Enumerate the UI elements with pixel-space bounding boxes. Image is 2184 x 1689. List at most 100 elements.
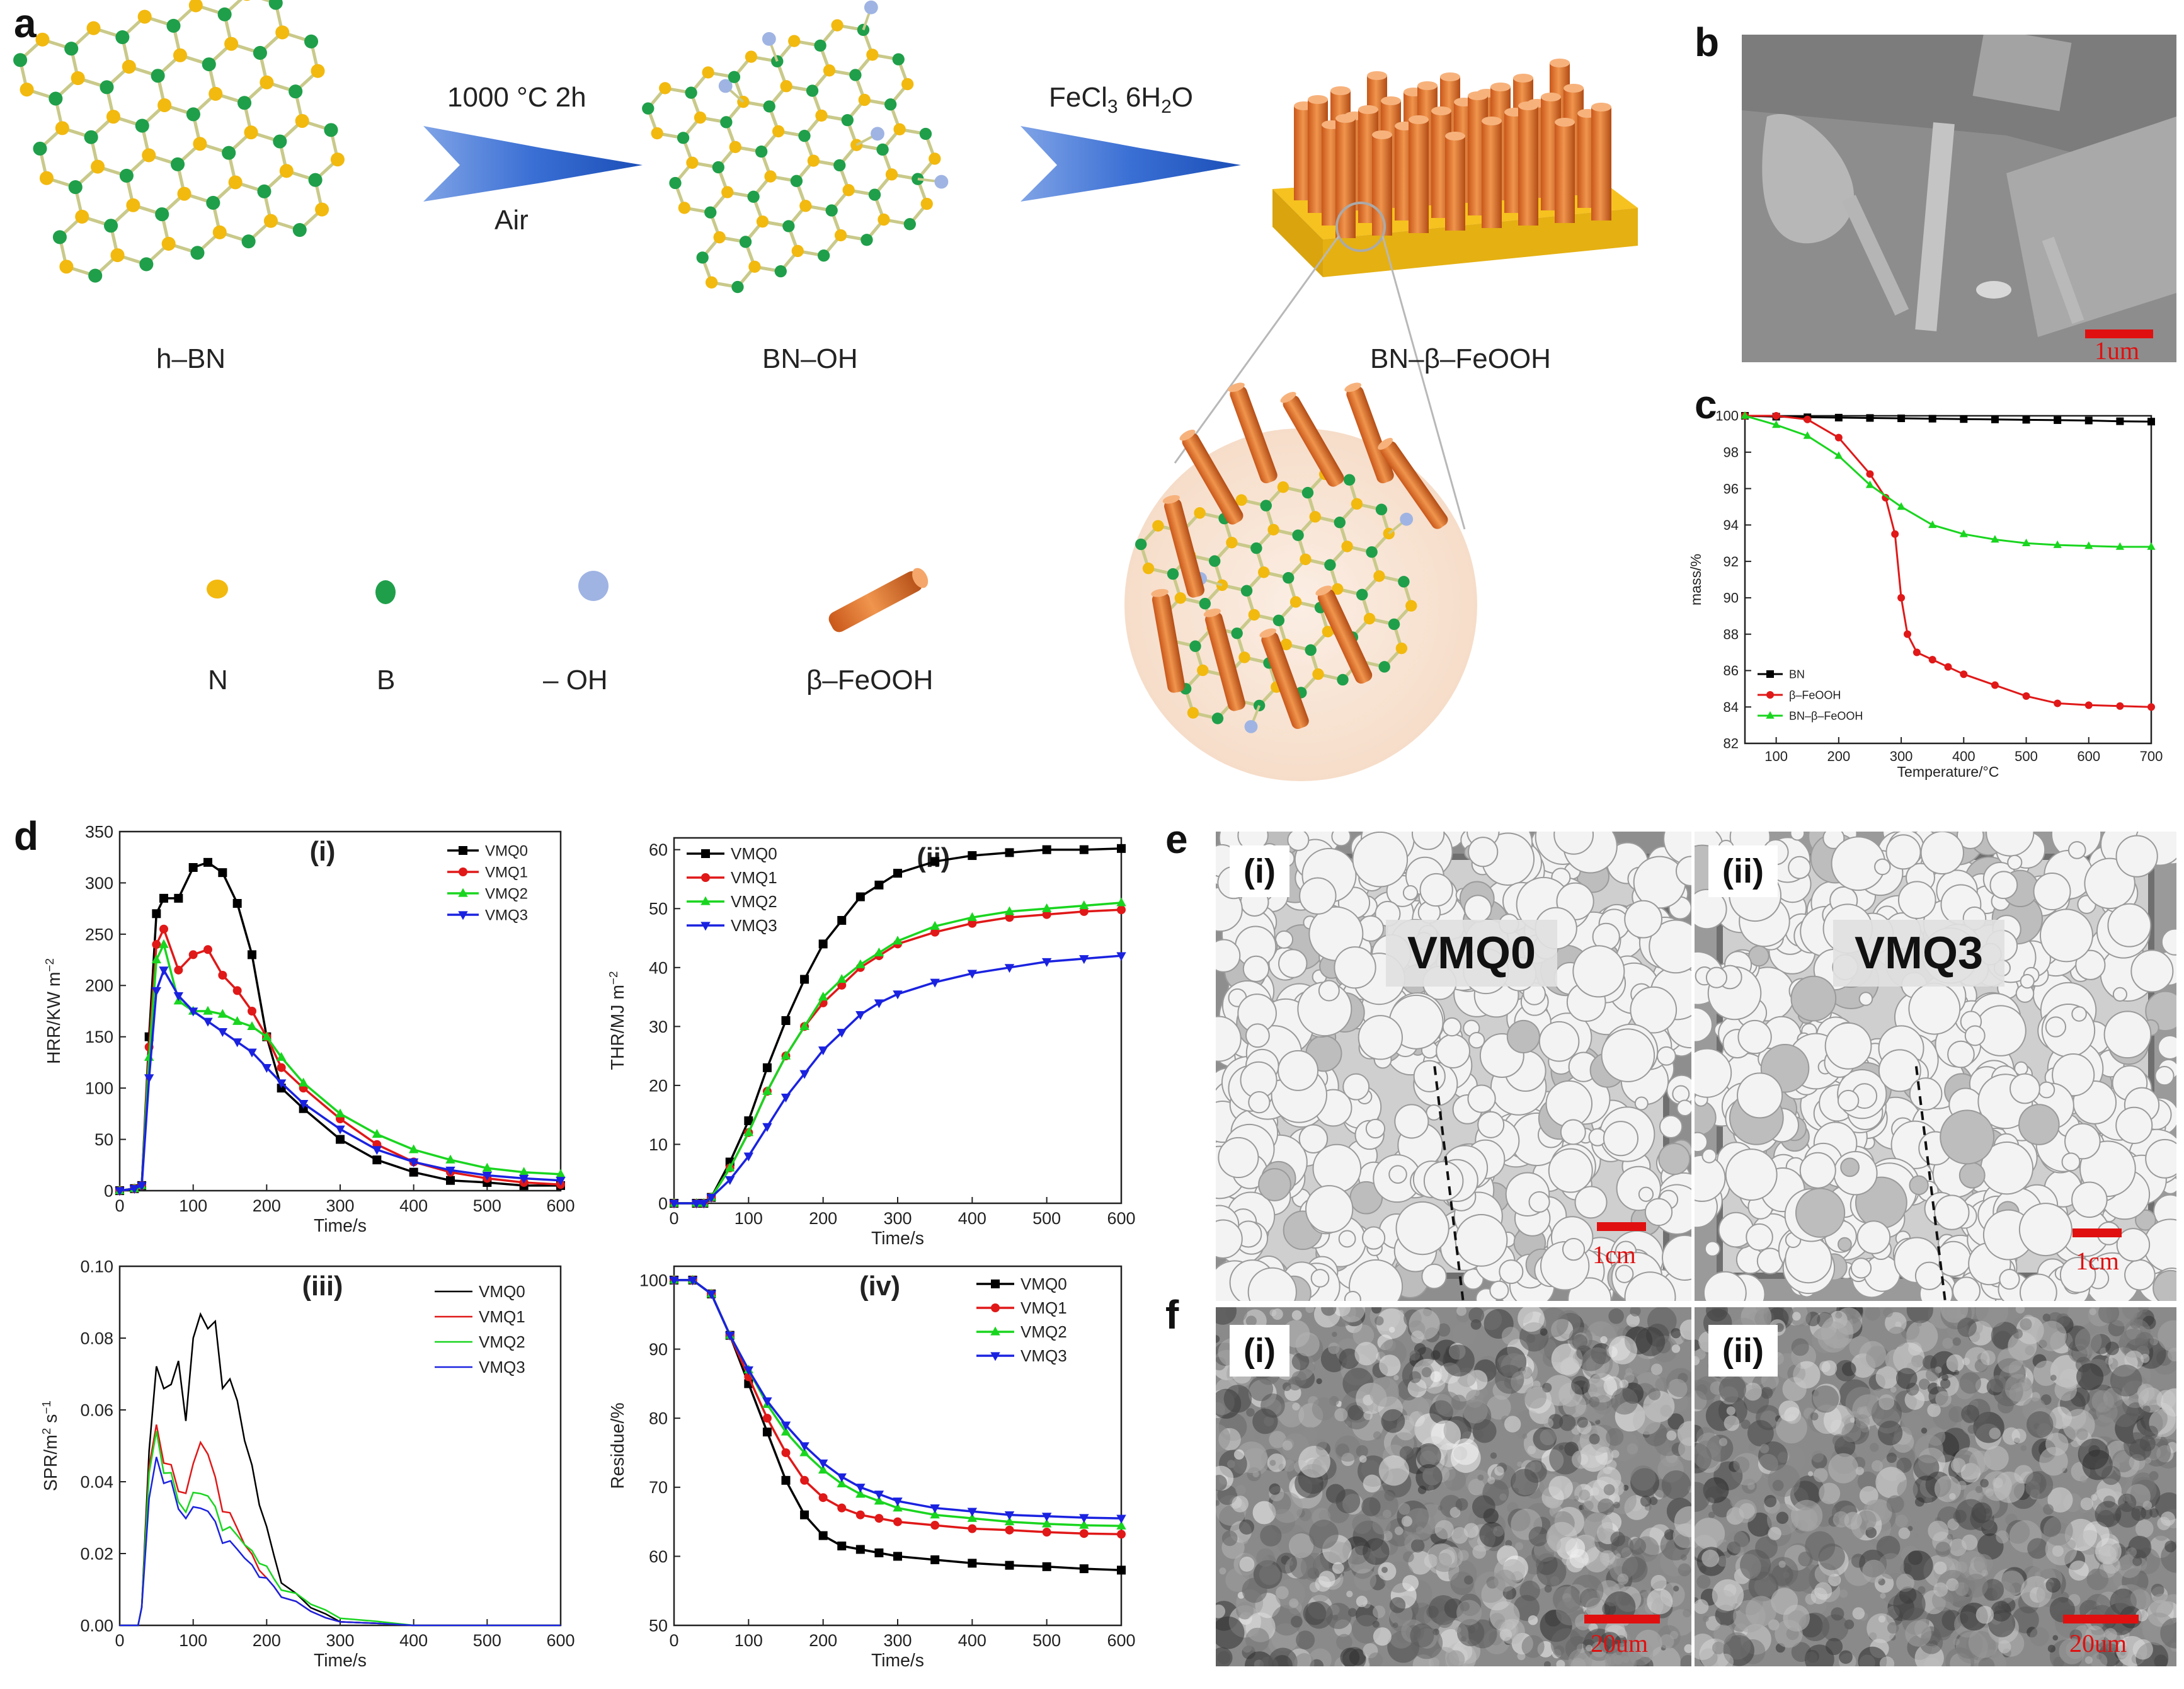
- data-point: [2147, 418, 2155, 426]
- y-tick-label: 84: [1724, 699, 1739, 715]
- series-VMQ3: [115, 966, 566, 1196]
- data-point: [800, 1475, 809, 1485]
- y-axis-label: THR/MJ m−2: [607, 971, 629, 1070]
- data-point: [930, 857, 940, 866]
- data-point: [762, 1397, 772, 1407]
- data-point: [372, 1155, 382, 1165]
- legend-marker: [990, 1326, 1000, 1336]
- data-point: [336, 1135, 345, 1144]
- x-tick-label: 200: [809, 1631, 837, 1650]
- data-point: [725, 1332, 735, 1341]
- y-tick-label: 100: [85, 1079, 113, 1098]
- legend-marker: [701, 849, 710, 858]
- legend-label: VMQ0: [731, 844, 777, 863]
- legend-label: VMQ1: [479, 1307, 525, 1326]
- panel-a-letter: a: [14, 1, 37, 46]
- data-point: [115, 1187, 125, 1196]
- data-point: [930, 1555, 940, 1564]
- data-point: [818, 1493, 828, 1503]
- legend-label: VMQ2: [479, 1332, 525, 1351]
- x-tick-label: 600: [1107, 1209, 1135, 1228]
- legend-label: VMQ3: [731, 916, 777, 935]
- y-tick-label: 90: [1724, 590, 1739, 606]
- data-point: [893, 869, 902, 878]
- data-point: [1928, 656, 1936, 664]
- data-point: [706, 1194, 716, 1203]
- y-tick-label: 40: [649, 958, 668, 977]
- scale-bar-e-ii: [2073, 1228, 2122, 1237]
- legend-marker: [1766, 691, 1774, 699]
- reaction-arrow-2: [1021, 126, 1241, 202]
- data-point: [2054, 699, 2062, 707]
- data-point: [1079, 845, 1089, 854]
- y-tick-label: 50: [649, 1616, 668, 1635]
- chart-panel-label: (iii): [302, 1271, 343, 1302]
- data-point: [799, 1447, 809, 1457]
- step2-reagent: FeCl3 6H2O: [1049, 82, 1193, 117]
- tag-e-i: (i): [1230, 845, 1289, 897]
- x-tick-label: 0: [115, 1631, 124, 1650]
- data-point: [874, 1496, 884, 1505]
- data-point: [818, 1531, 828, 1540]
- legend-n-icon: [207, 580, 228, 598]
- scale-label-f-i: 20um: [1591, 1629, 1649, 1658]
- x-tick-label: 500: [2015, 748, 2038, 764]
- data-point: [1117, 905, 1126, 915]
- data-point: [967, 1508, 978, 1517]
- data-point: [2147, 542, 2156, 550]
- data-point: [781, 1016, 791, 1025]
- data-point: [855, 959, 866, 968]
- data-point: [217, 1009, 228, 1018]
- series-line: [119, 926, 561, 1192]
- data-point: [144, 1074, 154, 1084]
- data-point: [699, 1199, 709, 1209]
- data-point: [1772, 420, 1781, 428]
- data-point: [203, 857, 212, 867]
- data-point: [232, 1016, 243, 1025]
- x-axis-label: Time/s: [314, 1216, 367, 1236]
- data-point: [217, 1028, 228, 1037]
- data-point: [837, 1029, 847, 1038]
- x-tick-label: 300: [326, 1631, 354, 1650]
- x-tick-label: 300: [1890, 748, 1913, 764]
- data-point: [159, 893, 168, 903]
- data-point: [152, 940, 161, 949]
- data-point: [335, 1108, 345, 1118]
- data-point: [159, 939, 169, 948]
- data-point: [372, 1146, 382, 1155]
- zoom-source-circle: [1335, 202, 1386, 252]
- data-point: [2054, 416, 2062, 424]
- legend-label: VMQ3: [1021, 1346, 1067, 1365]
- scale-bar-f-ii: [2063, 1615, 2139, 1623]
- y-tick-label: 350: [85, 822, 113, 841]
- data-point: [232, 986, 242, 995]
- data-point: [174, 893, 183, 903]
- x-tick-label: 0: [669, 1631, 678, 1650]
- data-point: [1004, 964, 1015, 973]
- data-point: [276, 1079, 287, 1089]
- chart-panel-label: (i): [310, 837, 336, 867]
- sem-image-b: 1um: [1742, 35, 2176, 362]
- data-point: [669, 1276, 679, 1286]
- data-point: [556, 1169, 566, 1178]
- data-point: [2147, 703, 2155, 711]
- tag-f-ii: (ii): [1708, 1325, 1778, 1377]
- data-point: [2116, 702, 2124, 710]
- series-VMQ1: [115, 924, 565, 1195]
- data-point: [203, 1005, 213, 1015]
- y-tick-label: 10: [649, 1135, 668, 1154]
- data-point: [144, 1051, 154, 1061]
- plot-frame: [673, 1265, 1123, 1627]
- panel-a-scheme: [13, 0, 1638, 781]
- data-point: [445, 1166, 455, 1176]
- x-tick-label: 300: [326, 1196, 354, 1215]
- y-tick-label: 100: [639, 1271, 668, 1290]
- data-point: [2022, 692, 2030, 700]
- data-point: [408, 1144, 419, 1154]
- legend-b-label: B: [377, 665, 396, 696]
- data-point: [725, 1162, 735, 1172]
- data-point: [2021, 539, 2031, 547]
- data-point: [725, 1176, 735, 1185]
- x-tick-label: 100: [179, 1631, 207, 1650]
- y-tick-label: 0.10: [80, 1257, 113, 1276]
